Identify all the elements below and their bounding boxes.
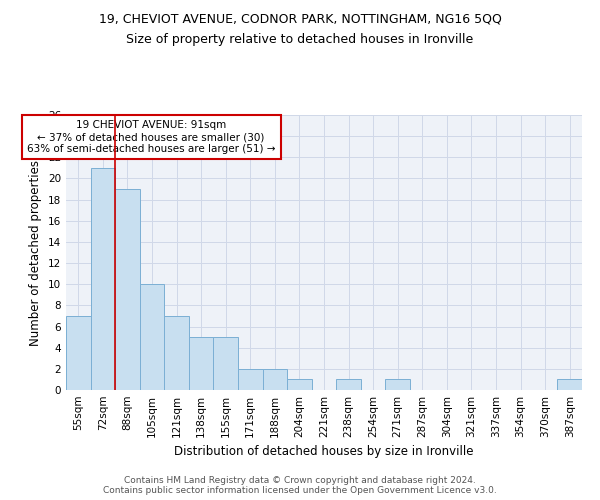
Text: Contains HM Land Registry data © Crown copyright and database right 2024.
Contai: Contains HM Land Registry data © Crown c… [103, 476, 497, 495]
Bar [115, 189, 140, 390]
Bar [385, 380, 410, 390]
Bar [66, 316, 91, 390]
Bar [287, 380, 312, 390]
Bar [557, 380, 582, 390]
Bar [263, 369, 287, 390]
Text: Size of property relative to detached houses in Ironville: Size of property relative to detached ho… [127, 32, 473, 46]
Text: 19, CHEVIOT AVENUE, CODNOR PARK, NOTTINGHAM, NG16 5QQ: 19, CHEVIOT AVENUE, CODNOR PARK, NOTTING… [98, 12, 502, 26]
Bar [164, 316, 189, 390]
Bar [189, 337, 214, 390]
Bar [214, 337, 238, 390]
Y-axis label: Number of detached properties: Number of detached properties [29, 160, 43, 346]
Bar [91, 168, 115, 390]
Bar [140, 284, 164, 390]
Bar [336, 380, 361, 390]
Bar [238, 369, 263, 390]
Text: 19 CHEVIOT AVENUE: 91sqm
← 37% of detached houses are smaller (30)
63% of semi-d: 19 CHEVIOT AVENUE: 91sqm ← 37% of detach… [27, 120, 275, 154]
X-axis label: Distribution of detached houses by size in Ironville: Distribution of detached houses by size … [174, 446, 474, 458]
